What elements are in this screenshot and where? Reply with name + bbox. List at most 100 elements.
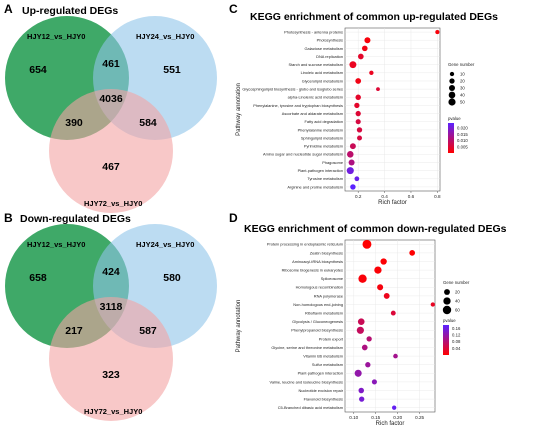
pathway-label: Protein export bbox=[319, 336, 344, 341]
x-axis-label: Rich factor bbox=[376, 421, 405, 427]
pathway-label: Phagosome bbox=[322, 160, 343, 165]
color-legend-title: pvalue bbox=[448, 116, 461, 121]
data-point bbox=[357, 318, 365, 326]
plot-frame bbox=[344, 27, 441, 192]
pathway-label: alpha-Linolenic acid metabolism bbox=[288, 95, 343, 100]
color-legend-label: 0.005 bbox=[457, 144, 468, 149]
plot-frame bbox=[344, 239, 436, 413]
panel-b-letter: B bbox=[4, 211, 13, 225]
size-legend-label: 50 bbox=[460, 100, 465, 105]
data-point bbox=[409, 250, 416, 256]
pathway-label: Tyrosine metabolism bbox=[307, 176, 343, 181]
venn-set-label-1: HJY12_vs_HJY0 bbox=[27, 32, 85, 41]
data-point bbox=[354, 176, 360, 182]
pathway-label: Riboflavin metabolism bbox=[305, 311, 343, 316]
pathway-label: Nucleotide excision repair bbox=[298, 388, 343, 393]
data-point bbox=[348, 159, 355, 166]
venn-count-bc: 584 bbox=[139, 117, 157, 129]
data-point bbox=[377, 284, 384, 291]
pathway-label: Glycine, serine and threonine metabolism bbox=[271, 345, 343, 350]
venn-up: HJY12_vs_HJY0 HJY24_vs_HJY0 HJY72_vs_HJY0 6… bbox=[5, 16, 217, 213]
venn-count-ac: 390 bbox=[65, 117, 83, 129]
color-legend-label: 0.12 bbox=[452, 333, 461, 338]
pathway-label: Galactose metabolism bbox=[305, 46, 344, 51]
data-point bbox=[358, 387, 364, 394]
data-point bbox=[349, 143, 356, 150]
data-point bbox=[356, 326, 364, 334]
size-legend-label: 10 bbox=[460, 72, 465, 77]
x-tick-label: 0.8 bbox=[434, 194, 441, 199]
data-point bbox=[346, 167, 354, 175]
data-point bbox=[374, 266, 382, 274]
pathway-label: Valine, leucine and isoleucine biosynthe… bbox=[270, 379, 344, 384]
x-tick-label: 0.6 bbox=[408, 194, 415, 199]
data-point bbox=[369, 70, 374, 75]
pathway-label: Starch and sucrose metabolism bbox=[289, 62, 344, 67]
pathway-label: Ribosome biogenesis in eukaryotes bbox=[282, 268, 343, 273]
pathway-label: Glycosphingolipid biosynthesis - globo a… bbox=[242, 87, 343, 92]
y-axis-label: Pathway annotation bbox=[236, 83, 242, 136]
venn-set-label-2: HJY24_vs_HJY0 bbox=[136, 32, 194, 41]
pathway-label: Phenylalanine, tyrosine and tryptophan b… bbox=[253, 103, 343, 108]
data-point bbox=[365, 362, 371, 368]
color-legend-label: 0.08 bbox=[452, 339, 461, 344]
pathway-label: Protein processing in endoplasmic reticu… bbox=[267, 242, 343, 247]
panel-b-title: Down-regulated DEGs bbox=[20, 213, 131, 225]
color-legend-label: 0.010 bbox=[457, 138, 468, 143]
data-point bbox=[356, 127, 363, 133]
pathway-label: Fatty acid degradation bbox=[305, 119, 344, 124]
pathway-label: Phenylalanine metabolism bbox=[298, 127, 343, 132]
venn-count-a_only: 654 bbox=[29, 64, 47, 76]
size-legend-label: 60 bbox=[455, 308, 460, 313]
venn-count-c_only: 323 bbox=[102, 369, 120, 381]
data-point bbox=[349, 61, 357, 69]
size-legend-title: Gene number bbox=[448, 62, 475, 67]
pathway-label: Flavonoid biosynthesis bbox=[304, 397, 343, 402]
x-axis-label: Rich factor bbox=[378, 200, 407, 206]
data-point bbox=[347, 151, 354, 158]
size-legend-dot bbox=[449, 78, 455, 84]
pathway-label: Arginine and proline metabolism bbox=[287, 184, 343, 189]
data-point bbox=[362, 239, 372, 249]
venn-count-ab: 461 bbox=[102, 58, 120, 70]
size-legend-label: 40 bbox=[460, 93, 465, 98]
size-legend-label: 30 bbox=[460, 86, 465, 91]
color-legend-label: 0.04 bbox=[452, 346, 461, 351]
size-legend-dot bbox=[449, 71, 455, 77]
pathway-label: Photosynthesis - antenna proteins bbox=[284, 29, 343, 34]
color-legend-label: 0.020 bbox=[457, 126, 468, 131]
color-legend-bar bbox=[443, 325, 449, 355]
data-point bbox=[371, 379, 377, 385]
venn-circle-set3 bbox=[49, 89, 173, 213]
pathway-label: Sulfur metabolism bbox=[312, 362, 343, 367]
size-legend-label: 20 bbox=[455, 290, 460, 295]
venn-set-label-3: HJY72_vs_HJY0 bbox=[84, 199, 142, 208]
panel-a-letter: A bbox=[4, 2, 13, 16]
data-point bbox=[354, 102, 360, 109]
kegg-title: KEGG enrichment of common down-regulated… bbox=[244, 223, 507, 235]
venn-circle-set3 bbox=[49, 297, 173, 421]
data-point bbox=[354, 369, 362, 377]
pathway-label: Sphingolipid metabolism bbox=[301, 135, 343, 140]
size-legend-dot bbox=[442, 305, 452, 315]
color-legend-title: pvalue bbox=[443, 318, 456, 323]
pathway-label: Plant-pathogen interaction bbox=[298, 168, 343, 173]
venn-set-label-3: HJY72_vs_HJY0 bbox=[84, 407, 142, 416]
x-tick-label: 0.25 bbox=[415, 415, 424, 420]
panel-a-title: Up-regulated DEGs bbox=[22, 5, 118, 17]
color-legend-label: 0.015 bbox=[457, 132, 468, 137]
data-point bbox=[380, 258, 387, 265]
venn-count-abc: 4036 bbox=[99, 93, 123, 105]
x-tick-label: 0.10 bbox=[349, 415, 358, 420]
data-point bbox=[364, 37, 371, 44]
data-point bbox=[361, 45, 368, 52]
venn-count-c_only: 467 bbox=[102, 161, 120, 173]
size-legend-label: 20 bbox=[460, 79, 465, 84]
color-legend-bar bbox=[448, 123, 454, 153]
pathway-label: Homologous recombination bbox=[296, 285, 343, 290]
venn-count-abc: 3118 bbox=[100, 301, 123, 313]
pathway-label: Amino sugar and nucleotide sugar metabol… bbox=[263, 152, 343, 157]
color-legend-label: 0.16 bbox=[452, 326, 461, 331]
data-point bbox=[357, 135, 362, 141]
data-point bbox=[355, 78, 362, 84]
